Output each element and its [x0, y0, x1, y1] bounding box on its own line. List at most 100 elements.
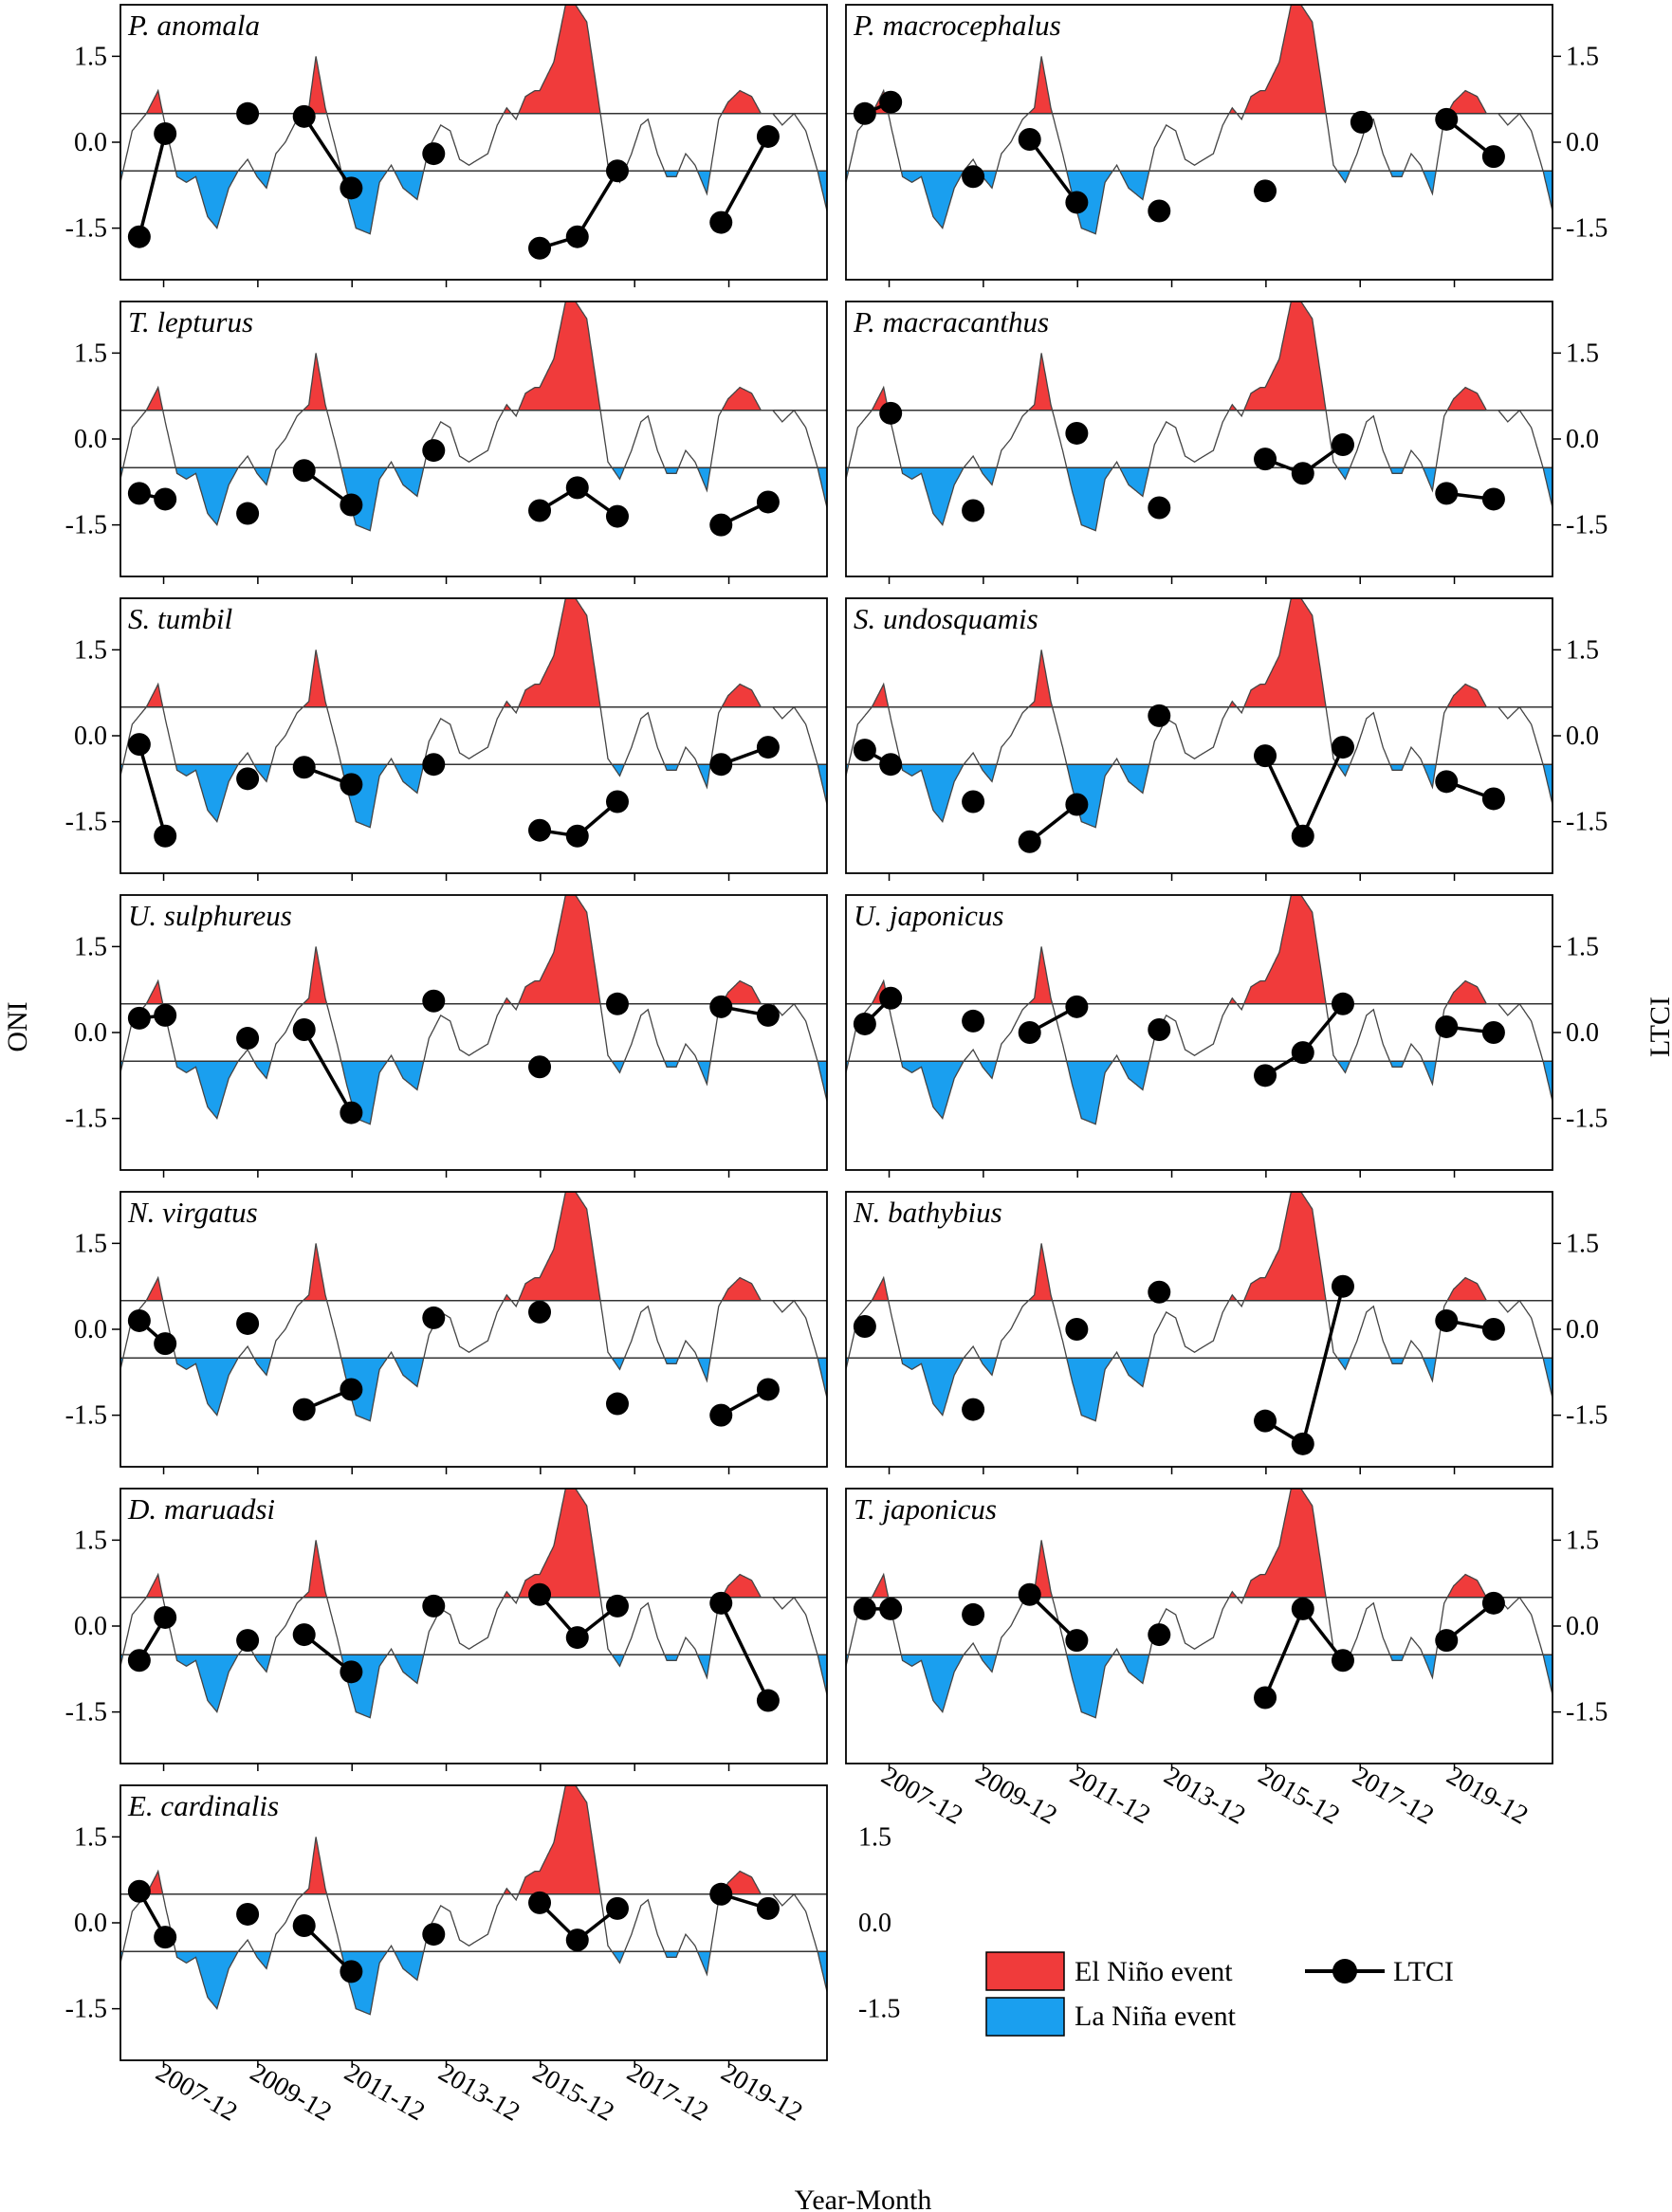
ltci-point — [1254, 1064, 1277, 1088]
ltci-point — [709, 995, 733, 1018]
ltci-point — [127, 1879, 151, 1903]
ltci-point — [292, 104, 316, 128]
ltci-point — [340, 493, 363, 517]
ltci-point — [565, 1929, 589, 1952]
xtick-label: 2009-12 — [970, 1761, 1061, 1831]
ltci-point — [853, 739, 876, 762]
ltci-point — [1331, 736, 1354, 759]
ltci-point — [1148, 704, 1171, 727]
ytick-label: -1.5 — [65, 1995, 107, 2024]
oni-line — [120, 1489, 827, 1719]
ltci-point — [236, 502, 260, 525]
xtick-label: 2019-12 — [716, 2057, 807, 2128]
ltci-line — [138, 1319, 769, 1417]
oni-line — [120, 5, 827, 235]
ltci-point — [292, 1623, 316, 1647]
ltci-point — [605, 159, 629, 183]
ltci-point — [1148, 199, 1171, 223]
panel: 1.5 0.0 -1.5 D. maruadsi — [65, 1488, 828, 1771]
ltci-point — [236, 1311, 260, 1335]
ytick-label: -1.5 — [1566, 808, 1608, 837]
ltci-point — [127, 733, 151, 757]
panel: 1.5 0.0 -1.5 P. macracanthus — [845, 301, 1608, 584]
ltci-point — [1435, 1308, 1459, 1332]
ltci-point — [853, 1597, 876, 1620]
ytick-label: 0.0 — [74, 1612, 107, 1641]
ext-ytick-label: 0.0 — [858, 1909, 891, 1938]
panel-frame — [119, 4, 828, 281]
ltci-point — [605, 790, 629, 814]
ltci-point — [756, 1896, 780, 1920]
ltci-point — [1481, 487, 1505, 511]
ltci-point — [292, 1017, 316, 1041]
oni-line — [120, 1785, 827, 2016]
ytick-label: 0.0 — [74, 1018, 107, 1048]
panel-title: P. macrocephalus — [853, 9, 1061, 42]
panel: 1.5 0.0 -1.5 N. bathybius — [845, 1191, 1608, 1474]
xtick-label: 2009-12 — [245, 2057, 336, 2128]
panel-frame — [845, 597, 1553, 874]
ltci-point — [1481, 1021, 1505, 1044]
panel-plot-area — [120, 598, 827, 829]
ltci-point — [340, 1960, 363, 1983]
ytick-label: 1.5 — [1566, 42, 1599, 71]
ltci-point — [1435, 482, 1459, 505]
panel-title: P. anomala — [127, 9, 260, 42]
ltci-line — [138, 1890, 769, 1973]
ytick-label: 1.5 — [1566, 338, 1599, 368]
ltci-point — [709, 513, 733, 537]
panel-plot-area — [120, 302, 827, 532]
y-axis-left-title: ONI — [2, 1001, 33, 1051]
ltci-point — [756, 736, 780, 759]
ytick-label: 1.5 — [74, 932, 107, 961]
ltci-point — [1254, 744, 1277, 768]
ltci-point — [1018, 1021, 1041, 1044]
ltci-point — [756, 1003, 780, 1027]
ltci-point — [422, 1306, 446, 1329]
panel-plot-area — [120, 1192, 827, 1422]
ltci-point — [853, 101, 876, 125]
panel-frame — [119, 1784, 828, 2061]
xtick-label: 2007-12 — [151, 2057, 242, 2128]
ltci-point — [565, 225, 589, 248]
ltci-point — [605, 1392, 629, 1416]
panel: 1.5 0.0 -1.5 S. undosquamis — [845, 597, 1608, 881]
ytick-label: -1.5 — [1566, 1698, 1608, 1728]
ltci-point — [1018, 127, 1041, 151]
ltci-point — [879, 753, 903, 777]
ltci-point — [154, 487, 177, 511]
ytick-label: 0.0 — [1566, 722, 1599, 751]
ltci-line — [863, 996, 1495, 1077]
ltci-point — [1481, 787, 1505, 811]
ltci-point — [422, 1594, 446, 1618]
panel: 1.5 0.0 -1.5 U. sulphureus — [65, 894, 828, 1178]
ltci-line — [138, 1005, 769, 1114]
oni-line — [846, 302, 1553, 532]
ltci-point — [154, 824, 177, 848]
ltci-point — [1148, 496, 1171, 520]
panel-plot-area — [120, 1489, 827, 1719]
ltci-point — [962, 499, 985, 522]
ltci-line — [138, 115, 770, 250]
ltci-point — [709, 1882, 733, 1906]
ltci-point — [236, 101, 260, 125]
ltci-point — [756, 124, 780, 148]
panel: 1.5 0.0 -1.5 N. virgatus — [65, 1191, 828, 1474]
ytick-label: -1.5 — [65, 214, 107, 244]
y-axis-right-title: LTCI — [1644, 996, 1672, 1057]
ltci-point — [1065, 421, 1089, 445]
ytick-label: 0.0 — [1566, 1612, 1599, 1641]
ltci-point — [1435, 770, 1459, 794]
panel-title: D. maruadsi — [127, 1492, 275, 1526]
legend-el-nino-swatch — [985, 1951, 1065, 1991]
ltci-point — [236, 767, 260, 791]
ltci-point — [292, 756, 316, 779]
ytick-label: 1.5 — [74, 1229, 107, 1258]
ltci-point — [756, 1689, 780, 1712]
ytick-label: 0.0 — [1566, 128, 1599, 157]
ltci-line — [864, 101, 1495, 204]
extra-right-axis: 1.5 0.0 -1.5 — [858, 1822, 900, 2023]
oni-line — [846, 895, 1553, 1125]
ytick-label: 1.5 — [1566, 1229, 1599, 1258]
